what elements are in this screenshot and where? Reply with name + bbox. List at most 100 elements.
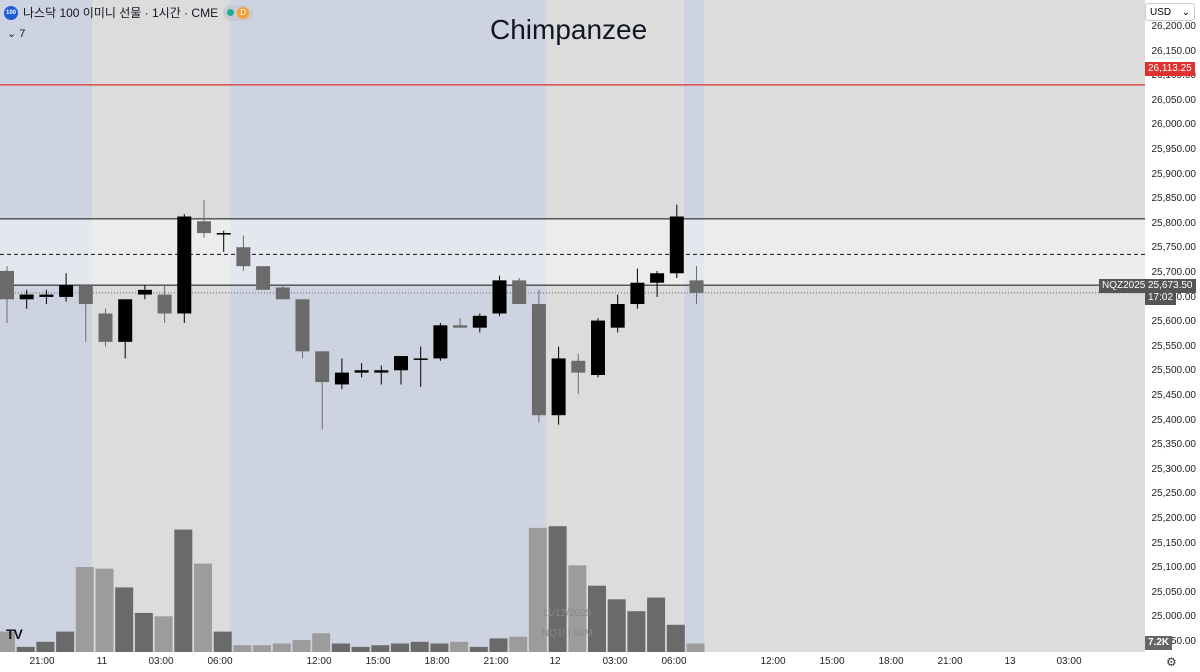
candle-body xyxy=(99,313,113,341)
price-tick-label: 25,500.00 xyxy=(1152,365,1197,377)
time-tick-label: 03:00 xyxy=(1056,656,1081,667)
price-tick-label: 25,750.00 xyxy=(1152,242,1197,254)
time-tick-label: 15:00 xyxy=(365,656,390,667)
volume-bar xyxy=(273,644,291,653)
candle-body xyxy=(177,217,191,314)
volume-bar xyxy=(135,613,153,652)
symbol-header[interactable]: 100 나스닥 100 이미니 선물 · 1시간 · CME D xyxy=(4,4,253,21)
chart-area[interactable]: 100 나스닥 100 이미니 선물 · 1시간 · CME D ⌄ 7 Chi… xyxy=(0,0,1145,652)
candle-body xyxy=(118,299,132,342)
last-price-symbol-label: NQZ2025 xyxy=(1099,279,1148,293)
session-band xyxy=(92,0,230,652)
candle-body xyxy=(611,304,625,328)
time-tick-label: 03:00 xyxy=(602,656,627,667)
volume-bar xyxy=(371,645,389,652)
volume-bar xyxy=(96,569,114,652)
candle-body xyxy=(473,316,487,328)
candle-body xyxy=(414,358,428,360)
info-date: 11/12/2025 xyxy=(542,608,591,619)
symbol-title[interactable]: 나스닥 100 이미니 선물 · 1시간 · CME xyxy=(23,4,218,21)
price-tick-label: 26,150.00 xyxy=(1152,46,1197,58)
candle-body xyxy=(296,299,310,351)
candle-body xyxy=(315,351,329,382)
volume-bar xyxy=(155,616,173,652)
symbol-logo: 100 xyxy=(4,6,18,20)
candle-body xyxy=(158,295,172,314)
price-tick-label: 25,600.00 xyxy=(1152,316,1197,328)
price-tick-label: 25,950.00 xyxy=(1152,144,1197,156)
candle-body xyxy=(0,271,14,299)
volume-value-label: 7.2K xyxy=(1145,636,1172,650)
currency-select[interactable]: USD ⌄ xyxy=(1145,3,1195,21)
candle-body xyxy=(197,221,211,233)
candle-body xyxy=(453,325,467,327)
time-axis[interactable]: 21:00 11 03:00 06:00 12:00 15:00 18:00 21:00 12 0… xyxy=(0,652,1145,672)
volume-bar xyxy=(687,644,705,653)
price-tick-label: 25,900.00 xyxy=(1152,169,1197,181)
red-line-price-label: 26,113.25 xyxy=(1145,62,1195,76)
candle-body xyxy=(650,273,664,282)
candle-body xyxy=(552,358,566,415)
candle-body xyxy=(690,280,704,293)
candle-body xyxy=(512,280,526,304)
price-tick-label: 25,050.00 xyxy=(1152,587,1197,599)
price-tick-label: 25,300.00 xyxy=(1152,464,1197,476)
tradingview-logo-icon[interactable]: TV xyxy=(6,626,22,642)
chevron-down-icon: ⌄ xyxy=(1182,7,1190,18)
time-tick-label: 18:00 xyxy=(878,656,903,667)
candlestick-plot[interactable] xyxy=(0,0,1145,652)
volume-bar xyxy=(174,530,192,652)
price-tick-label: 25,400.00 xyxy=(1152,415,1197,427)
candle-body xyxy=(217,233,231,235)
chart-watermark: Chimpanzee xyxy=(490,14,647,46)
session-band xyxy=(684,0,704,652)
candle-body xyxy=(59,285,73,297)
info-symbol-timeframe: NQ1! | 60M xyxy=(542,628,593,639)
time-tick-label: 12:00 xyxy=(306,656,331,667)
indicators-toggle-button[interactable]: ⌄ 7 xyxy=(4,26,28,41)
candle-body xyxy=(236,247,250,266)
range-zone xyxy=(0,219,1145,285)
candle-body xyxy=(433,325,447,358)
market-open-dot-icon xyxy=(227,9,234,16)
volume-bar xyxy=(194,564,212,652)
candle-body xyxy=(591,321,605,375)
volume-bar xyxy=(391,644,409,653)
candle-body xyxy=(335,373,349,385)
price-tick-label: 25,550.00 xyxy=(1152,341,1197,353)
time-tick-label: 12:00 xyxy=(760,656,785,667)
price-tick-label: 25,850.00 xyxy=(1152,193,1197,205)
price-tick-label: 25,150.00 xyxy=(1152,538,1197,550)
candle-body xyxy=(493,280,507,313)
candle-body xyxy=(79,285,93,304)
candle-body xyxy=(394,356,408,370)
price-tick-label: 25,350.00 xyxy=(1152,439,1197,451)
candle-body xyxy=(571,361,585,373)
session-band xyxy=(0,0,92,652)
session-band xyxy=(230,0,546,652)
volume-bar xyxy=(76,567,94,652)
candle-body xyxy=(20,295,34,300)
volume-bar xyxy=(56,632,74,652)
volume-bar xyxy=(312,633,330,652)
volume-bar xyxy=(430,644,448,653)
indicator-count: 7 xyxy=(19,28,25,40)
time-tick-label: 13 xyxy=(1004,656,1015,667)
market-status-pill[interactable]: D xyxy=(223,5,253,21)
price-tick-label: 25,000.00 xyxy=(1152,611,1197,623)
candle-body xyxy=(630,283,644,304)
volume-bar xyxy=(509,637,527,652)
volume-bar xyxy=(608,599,626,652)
volume-bar xyxy=(667,625,685,652)
time-tick-label: 03:00 xyxy=(148,656,173,667)
price-tick-label: 26,000.00 xyxy=(1152,119,1197,131)
volume-bar xyxy=(411,642,429,652)
candle-body xyxy=(276,287,290,299)
volume-bar xyxy=(332,644,350,653)
volume-bar xyxy=(214,632,232,652)
price-axis[interactable]: 26,200.0026,150.0026,100.0026,050.0026,0… xyxy=(1145,0,1200,652)
time-tick-label: 15:00 xyxy=(819,656,844,667)
settings-gear-icon[interactable]: ⚙ xyxy=(1166,655,1177,669)
candle-body xyxy=(670,217,684,274)
price-tick-label: 26,050.00 xyxy=(1152,95,1197,107)
